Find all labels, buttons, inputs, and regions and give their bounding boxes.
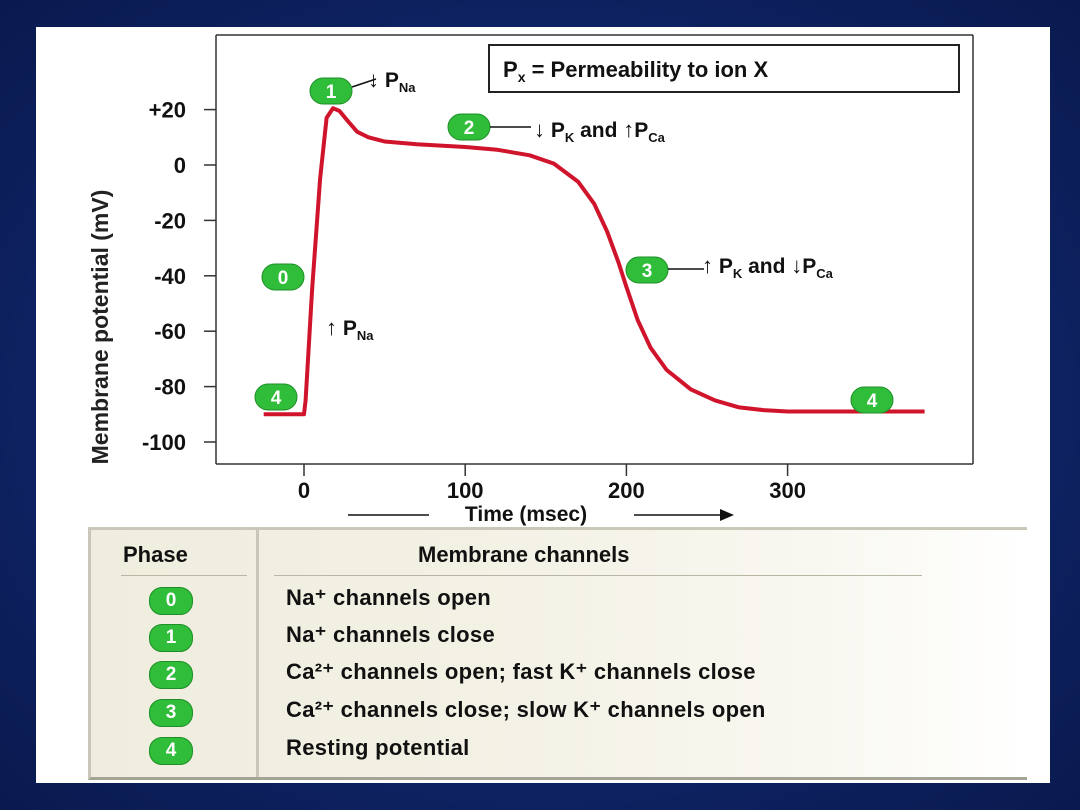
- phase-table: Phase Membrane channels 0 Na⁺ channels o…: [88, 527, 1027, 780]
- y-tick-label: -60: [154, 319, 186, 344]
- svg-text:0: 0: [278, 268, 289, 289]
- phase-badge: 1: [309, 77, 353, 105]
- y-axis-ticks: +20 0 -20 -40 -60 -80 -100: [142, 98, 216, 455]
- svg-text:2: 2: [464, 118, 475, 139]
- table-row: 1 Na⁺ channels close: [91, 620, 1027, 656]
- header-rule-left: [121, 575, 247, 576]
- permeability-annotations: ↓ PNa ↓ PK and ↑PCa ↑ PK and ↓PCa ↑ PNa: [326, 67, 834, 343]
- phase-badges: 1 0 2 3 4 4: [254, 77, 894, 414]
- x-tick-label: 200: [608, 478, 645, 503]
- phase-badge: 4: [254, 383, 298, 411]
- y-tick-label: -100: [142, 430, 186, 455]
- table-header-phase: Phase: [123, 542, 188, 567]
- y-tick-label: +20: [149, 98, 186, 123]
- permeability-label: ↓ PNa: [368, 67, 416, 95]
- phase-badge: 4: [850, 386, 894, 414]
- phase-badge: 4: [149, 737, 193, 765]
- y-tick-label: -80: [154, 375, 186, 400]
- legend-box-text: Px = Permeability to ion X: [503, 57, 768, 85]
- row-text: Na⁺ channels open: [286, 585, 491, 610]
- permeability-label: ↑ PK and ↓PCa: [702, 253, 834, 281]
- permeability-label: ↓ PK and ↑PCa: [534, 117, 666, 145]
- svg-text:3: 3: [642, 261, 653, 282]
- svg-text:4: 4: [271, 388, 282, 409]
- x-axis-ticks: 0 100 200 300: [298, 464, 806, 503]
- y-tick-label: -20: [154, 208, 186, 233]
- y-tick-label: -40: [154, 264, 186, 289]
- table-header-channels: Membrane channels: [418, 542, 630, 567]
- phase-badge: 2: [149, 661, 193, 689]
- svg-text:1: 1: [326, 82, 337, 103]
- action-potential-trace: [263, 106, 925, 417]
- x-tick-label: 0: [298, 478, 310, 503]
- phase-badge: 3: [149, 699, 193, 727]
- x-tick-label: 100: [447, 478, 484, 503]
- phase-badge: 2: [447, 113, 491, 141]
- legend-box: [488, 44, 960, 93]
- phase-badge: 0: [149, 587, 193, 615]
- table-divider: [256, 530, 259, 777]
- row-text: Ca²⁺ channels close; slow K⁺ channels op…: [286, 697, 766, 722]
- leader-line: [351, 78, 377, 88]
- header-rule-right: [274, 575, 922, 576]
- y-tick-label: 0: [174, 153, 186, 178]
- phase-badge: 0: [261, 263, 305, 291]
- permeability-label: ↑ PNa: [326, 315, 374, 343]
- x-tick-label: 300: [769, 478, 806, 503]
- action-potential-chart: +20 0 -20 -40 -60 -80 -100 0 100 200 300 Membrane…: [87, 34, 974, 526]
- phase-badge: 1: [149, 624, 193, 652]
- svg-text:4: 4: [867, 391, 878, 412]
- y-axis-label: Membrane potential (mV): [87, 190, 113, 465]
- table-row: 3 Ca²⁺ channels close; slow K⁺ channels …: [91, 695, 1027, 731]
- x-axis-arrowhead: [720, 509, 734, 521]
- table-row: 4 Resting potential: [91, 733, 1027, 769]
- table-row: 2 Ca²⁺ channels open; fast K⁺ channels c…: [91, 657, 1027, 693]
- phase-badge: 3: [625, 256, 669, 284]
- row-text: Na⁺ channels close: [286, 622, 495, 647]
- table-row: 0 Na⁺ channels open: [91, 583, 1027, 619]
- slide: +20 0 -20 -40 -60 -80 -100 0 100 200 300 Membrane…: [36, 27, 1050, 783]
- row-text: Resting potential: [286, 735, 470, 760]
- row-text: Ca²⁺ channels open; fast K⁺ channels clo…: [286, 659, 756, 684]
- x-axis-label: Time (msec): [465, 503, 587, 526]
